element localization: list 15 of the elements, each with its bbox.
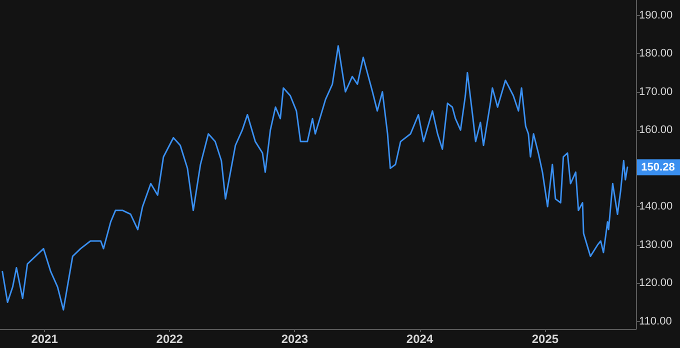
y-tick-label: 140.00: [639, 200, 673, 213]
y-tick-label: 180.00: [639, 48, 673, 60]
y-tick-label: 130.00: [639, 238, 673, 251]
y-tick-label: 110.00: [639, 315, 672, 328]
line-series: [2, 45, 628, 311]
x-tick-label: 2022: [156, 332, 184, 346]
y-tick-label: 190.00: [639, 9, 673, 22]
x-tick-label: 2021: [31, 332, 58, 346]
y-tick-label: 120.00: [639, 277, 673, 290]
annotation: 150.28: [641, 161, 675, 174]
y-tick-label: 160.00: [639, 124, 673, 136]
y-tick-label: 170.00: [639, 86, 673, 98]
x-tick-label: 2023: [281, 332, 308, 346]
x-tick-label: 2024: [406, 332, 434, 346]
x-tick-label: 2025: [532, 332, 559, 346]
